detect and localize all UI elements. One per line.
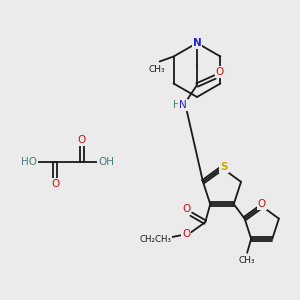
Text: N: N bbox=[193, 38, 201, 48]
Text: OH: OH bbox=[98, 157, 114, 167]
Text: S: S bbox=[220, 162, 228, 172]
Text: HO: HO bbox=[21, 157, 37, 167]
Text: O: O bbox=[216, 67, 224, 77]
Text: CH₃: CH₃ bbox=[148, 65, 165, 74]
Text: H: H bbox=[173, 100, 181, 110]
Text: CH₃: CH₃ bbox=[239, 256, 256, 265]
Text: O: O bbox=[182, 229, 190, 239]
Text: N: N bbox=[179, 100, 187, 110]
Text: O: O bbox=[258, 199, 266, 209]
Text: O: O bbox=[51, 179, 59, 189]
Text: O: O bbox=[182, 204, 190, 214]
Text: CH₂CH₃: CH₂CH₃ bbox=[139, 235, 171, 244]
Text: O: O bbox=[78, 135, 86, 145]
